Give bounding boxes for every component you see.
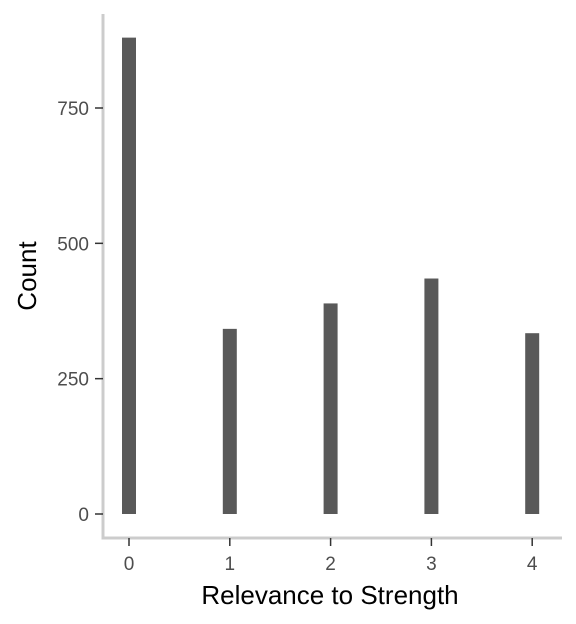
- bar-3: [424, 279, 438, 514]
- x-tick-label: 2: [325, 554, 336, 575]
- bar-4: [525, 333, 539, 514]
- x-tick-label: 1: [225, 554, 236, 575]
- bar-0: [122, 38, 136, 514]
- x-tick-label: 3: [426, 554, 437, 575]
- y-axis-title: Count: [12, 241, 42, 311]
- x-axis-title: Relevance to Strength: [201, 580, 458, 610]
- x-axis: 0 1 2 3 4: [102, 538, 563, 575]
- y-tick-label: 0: [78, 505, 89, 526]
- x-tick-label: 0: [124, 554, 135, 575]
- bar-2: [324, 303, 338, 514]
- bar-1: [223, 329, 237, 514]
- y-tick-label: 500: [57, 234, 89, 255]
- bars-group: [122, 38, 539, 514]
- y-tick-label: 750: [57, 99, 89, 120]
- x-tick-label: 4: [527, 554, 538, 575]
- y-tick-label: 250: [57, 370, 89, 391]
- y-axis: 0 250 500 750: [57, 14, 103, 540]
